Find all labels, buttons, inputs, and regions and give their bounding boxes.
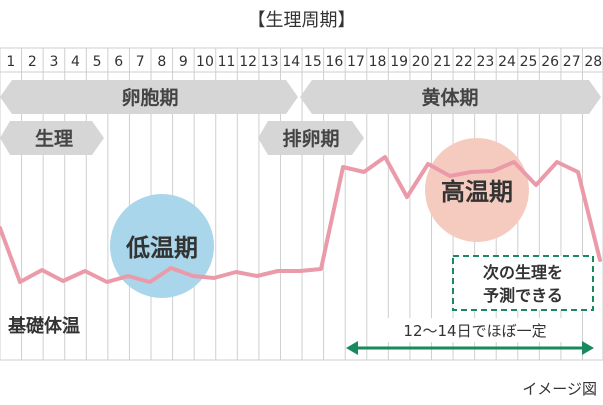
day-label: 13 [261,54,279,70]
page-title: 【生理周期】 [247,10,356,31]
day-label: 12 [239,54,257,70]
day-label: 26 [541,54,559,70]
day-label: 4 [71,54,80,70]
day-label: 3 [49,54,58,70]
day-label: 6 [114,54,123,70]
span-label-bg [382,318,568,342]
bbt-line [0,155,602,284]
span-label: 12〜14日でほぼ一定 [403,322,546,340]
day-label: 2 [28,54,37,70]
day-label: 24 [498,54,516,70]
high-temp-circle [425,138,529,242]
luteal-phase-label: 黄体期 [421,86,478,109]
day-label: 25 [520,54,538,70]
follicular-phase-arrow: 卵胞期 [0,80,298,114]
day-label: 9 [179,54,188,70]
ovulation-arrow: 排卵期 [258,121,364,155]
menstruation-label: 生理 [35,127,73,150]
day-label: 22 [455,54,473,70]
day-label: 8 [157,54,166,70]
day-label: 27 [563,54,581,70]
luteal-phase-arrow: 黄体期 [300,80,601,114]
day-label: 28 [584,54,602,70]
day-label: 19 [390,54,408,70]
day-label: 7 [136,54,145,70]
day-label: 11 [218,54,236,70]
day-label: 18 [369,54,387,70]
next-period-note-line2: 予測できる [483,286,563,305]
next-period-note-line1: 次の生理を [483,263,563,282]
day-label: 16 [325,54,343,70]
follicular-phase-label: 卵胞期 [121,86,178,109]
day-label: 5 [93,54,102,70]
day-label: 15 [304,54,322,70]
day-label: 21 [433,54,451,70]
menstruation-arrow: 生理 [0,121,104,155]
span-arrow [346,341,594,355]
grid-frame [0,47,603,361]
bbt-label: 基礎体温 [7,315,80,337]
day-labels: 1 2 3 4 5 6 7 8 9 10 11 12 13 14 15 16 17 18 19 20 21 22 23 24 2… [6,54,602,70]
high-temp-label: 高温期 [441,178,513,206]
ovulation-label: 排卵期 [282,127,339,150]
low-temp-label: 低温期 [125,234,198,262]
day-label: 23 [477,54,495,70]
image-note: イメージ図 [522,380,597,398]
day-label: 1 [6,54,15,70]
day-label: 10 [196,54,214,70]
low-temp-circle [110,194,214,298]
day-label: 20 [412,54,430,70]
next-period-note-box [452,255,594,311]
day-label: 14 [282,54,300,70]
day-label: 17 [347,54,365,70]
